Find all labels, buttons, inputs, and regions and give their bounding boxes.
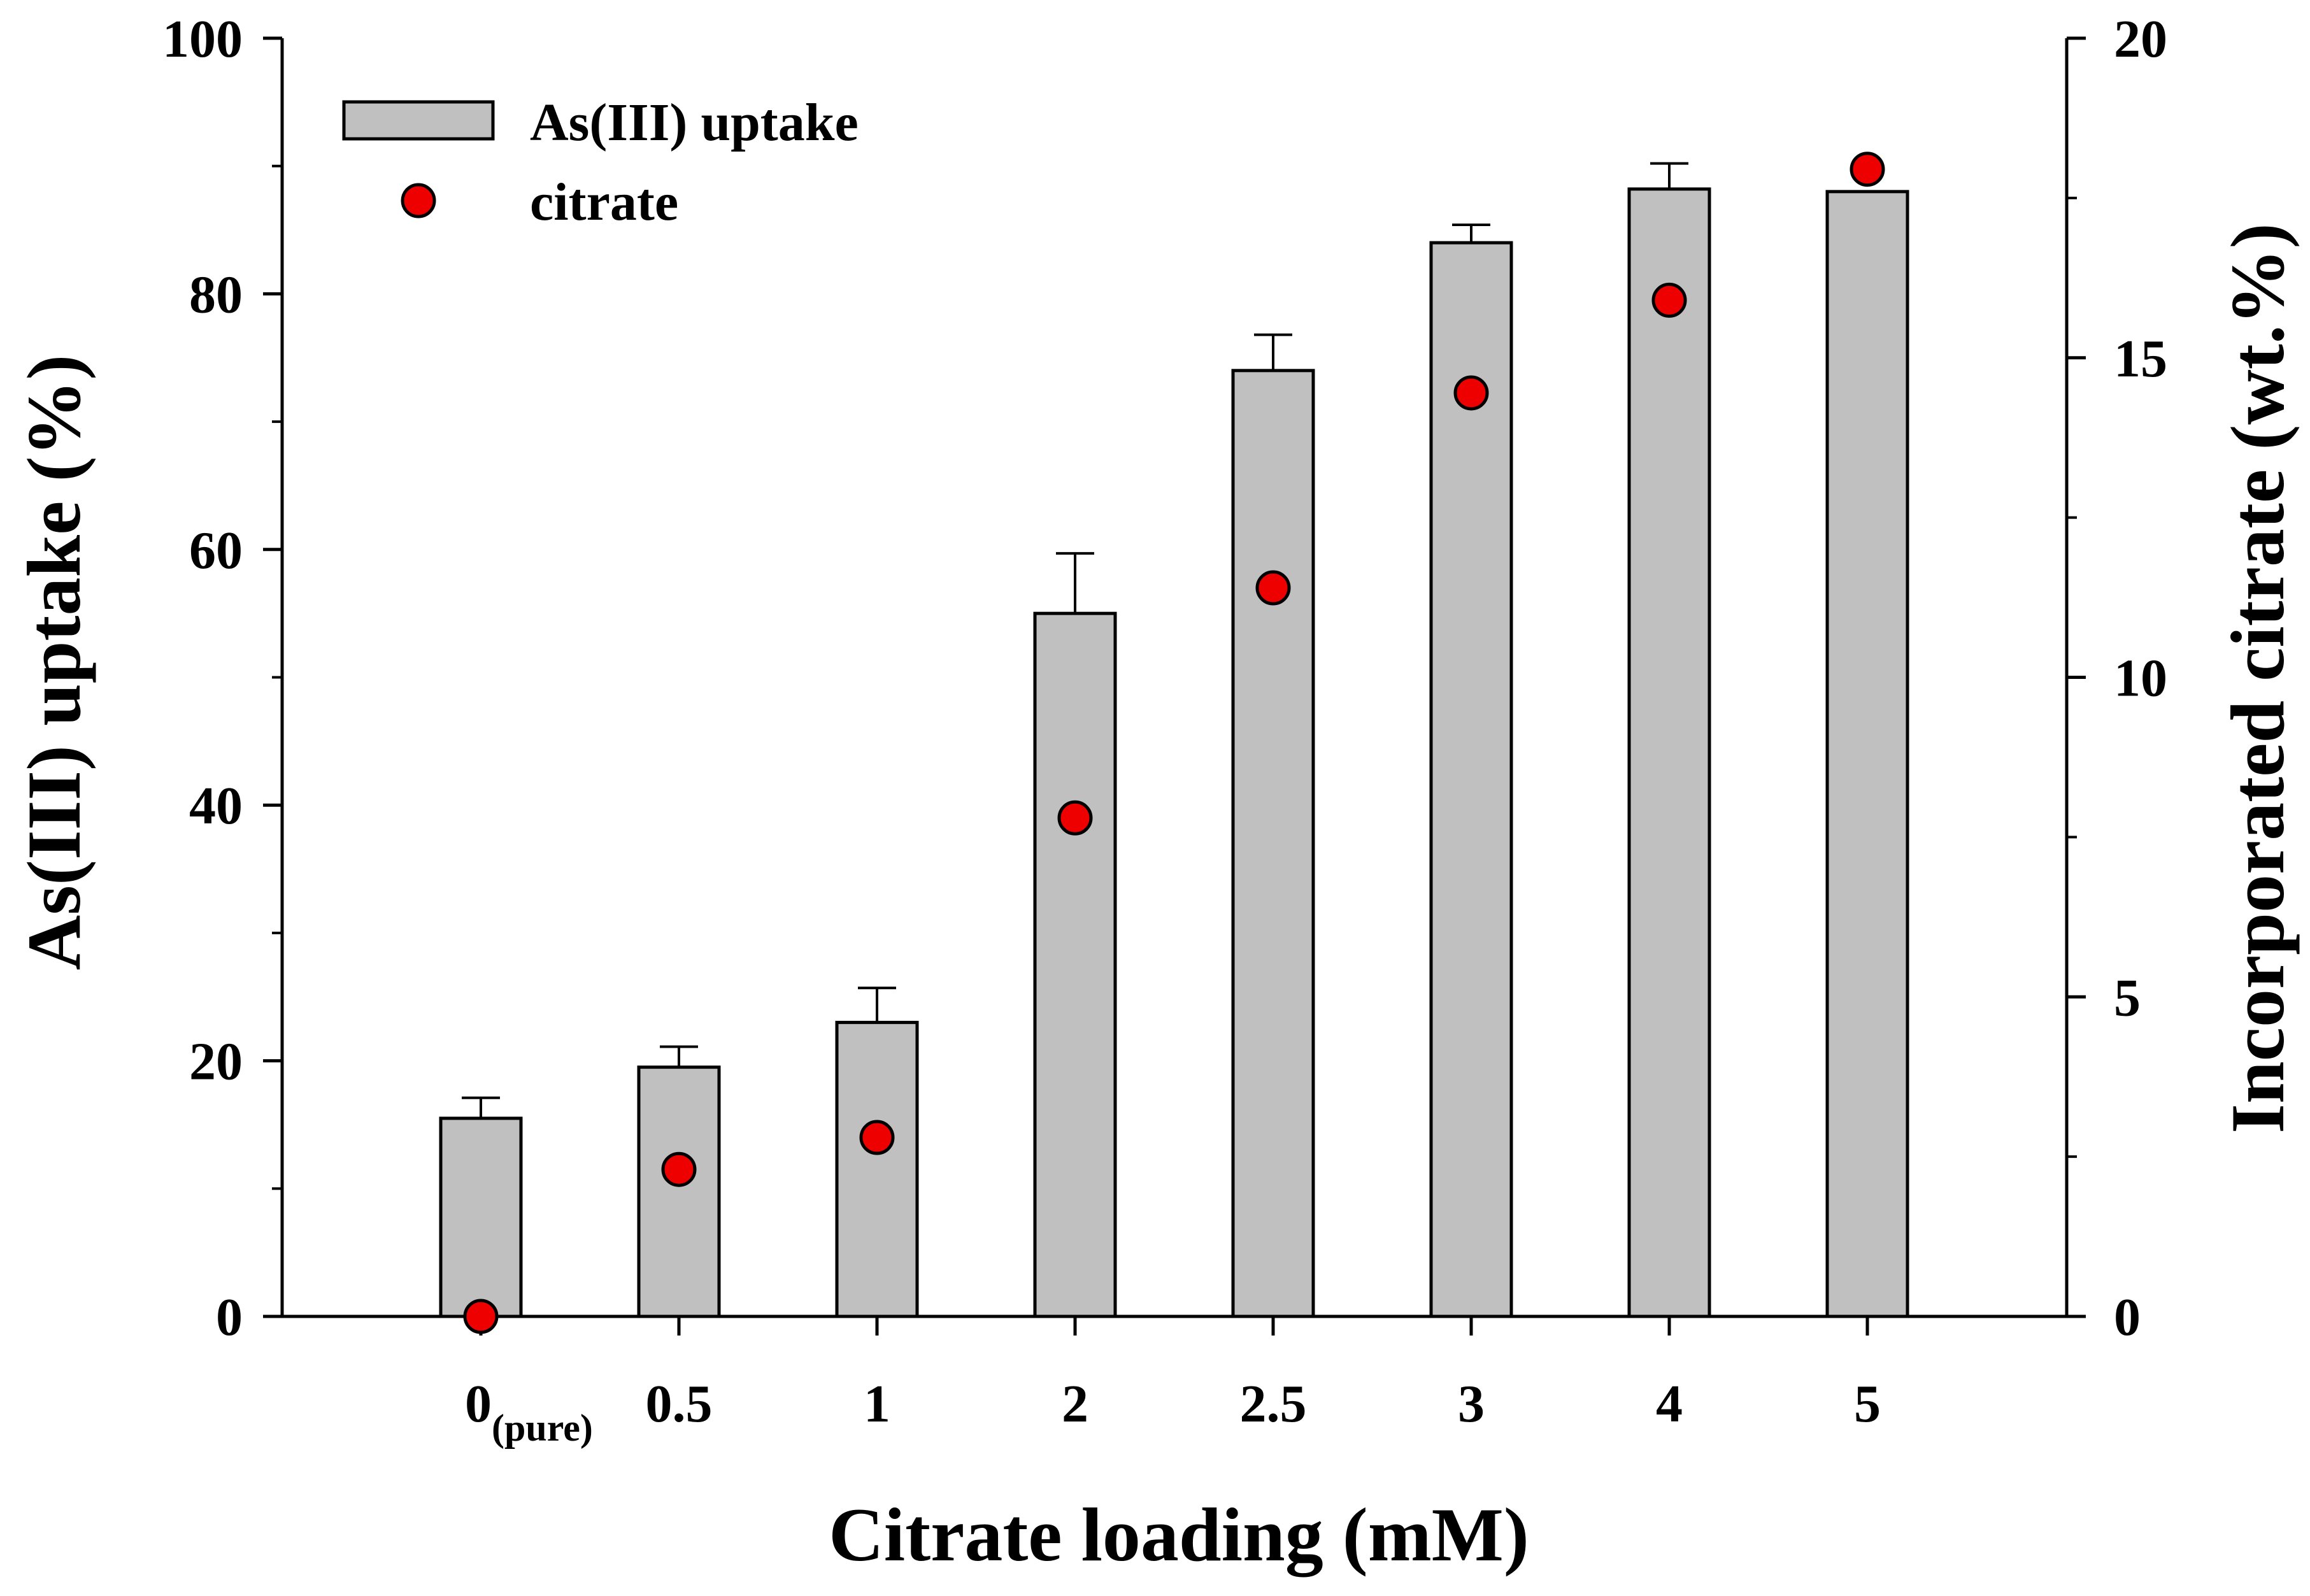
x-tick-label-4: 4 bbox=[1656, 1374, 1683, 1434]
citrate-point-0 bbox=[463, 1299, 499, 1334]
y2-tick-label: 10 bbox=[2114, 649, 2167, 708]
x-tick-label-1: 1 bbox=[864, 1374, 890, 1434]
x-tick-label-0.5: 0.5 bbox=[646, 1374, 713, 1434]
bar-2.5 bbox=[1231, 369, 1315, 1318]
citrate-point-5 bbox=[1850, 152, 1885, 187]
x-tick-label-3: 3 bbox=[1458, 1374, 1485, 1434]
bar-4 bbox=[1627, 187, 1711, 1318]
bar-1 bbox=[835, 1020, 919, 1318]
y2-tick-label: 0 bbox=[2114, 1288, 2141, 1347]
y-axis-title: As(III) uptake (%) bbox=[11, 355, 96, 971]
y-tick-label: 40 bbox=[189, 776, 243, 836]
legend-label-marker: citrate bbox=[530, 173, 678, 232]
citrate-point-1 bbox=[859, 1120, 895, 1155]
citrate-point-0.5 bbox=[661, 1151, 697, 1187]
y2-tick-label: 15 bbox=[2114, 329, 2167, 388]
y-tick-label: 60 bbox=[189, 521, 243, 580]
citrate-point-2 bbox=[1057, 800, 1093, 836]
y-tick-label: 80 bbox=[189, 265, 243, 324]
citrate-point-4 bbox=[1651, 282, 1687, 318]
legend-label-bar: As(III) uptake bbox=[530, 93, 859, 152]
x-tick-label-2: 2 bbox=[1062, 1374, 1088, 1434]
citrate-point-2.5 bbox=[1255, 570, 1291, 606]
legend-marker-swatch bbox=[401, 183, 436, 218]
y-tick-label: 20 bbox=[189, 1032, 243, 1092]
y2-tick-label: 20 bbox=[2114, 10, 2167, 69]
x-tick-label-0: 0(pure) bbox=[465, 1374, 593, 1449]
bar-0 bbox=[439, 1116, 523, 1318]
bar-5 bbox=[1825, 190, 1909, 1318]
y2-axis-title: Incorporated citrate (wt.%) bbox=[2215, 223, 2300, 1134]
bar-0.5 bbox=[637, 1065, 721, 1318]
y-tick-label: 100 bbox=[162, 10, 243, 69]
legend-bar-swatch bbox=[342, 100, 495, 141]
citrate-point-3 bbox=[1453, 375, 1489, 411]
bar-2 bbox=[1033, 611, 1117, 1318]
y-tick-label: 0 bbox=[216, 1288, 243, 1347]
y2-tick-label: 5 bbox=[2114, 968, 2141, 1027]
x-tick-label-5: 5 bbox=[1854, 1374, 1881, 1434]
bar-3 bbox=[1429, 241, 1513, 1318]
x-tick-label-2.5: 2.5 bbox=[1240, 1374, 1307, 1434]
x-axis-title: Citrate loading (mM) bbox=[829, 1492, 1529, 1578]
